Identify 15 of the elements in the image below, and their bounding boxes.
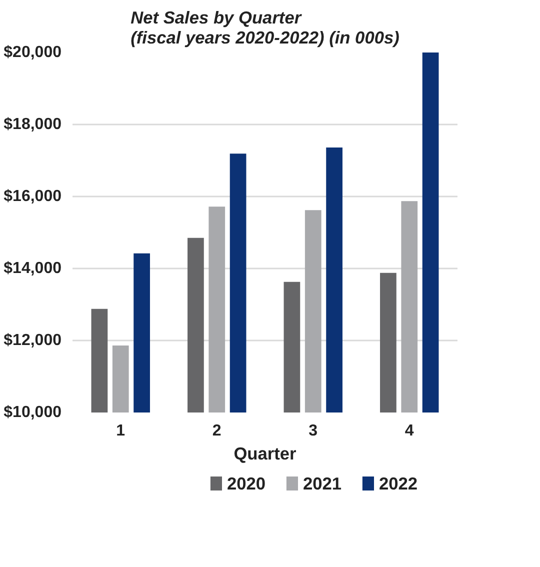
x-tick-label: 1 [116,422,126,440]
y-tick-label: $16,000 [4,188,62,205]
x-tick-label: 4 [404,422,414,440]
x-tick-label: 3 [308,422,318,440]
x-tick-label: 2 [212,422,222,440]
legend-label: 2021 [302,474,342,494]
chart-title: Net Sales by Quarter (fiscal years 2020-2022) (in 000s) [130,8,400,48]
x-axis-title: Quarter [234,444,297,464]
y-tick-label: $12,000 [4,332,62,349]
legend-label: 2022 [378,474,418,494]
y-tick-label: $14,000 [4,260,62,277]
y-tick-label: $20,000 [4,44,62,61]
y-tick-label: $18,000 [4,116,62,133]
y-tick-label: $10,000 [4,404,62,421]
legend-label: 2020 [226,474,266,494]
